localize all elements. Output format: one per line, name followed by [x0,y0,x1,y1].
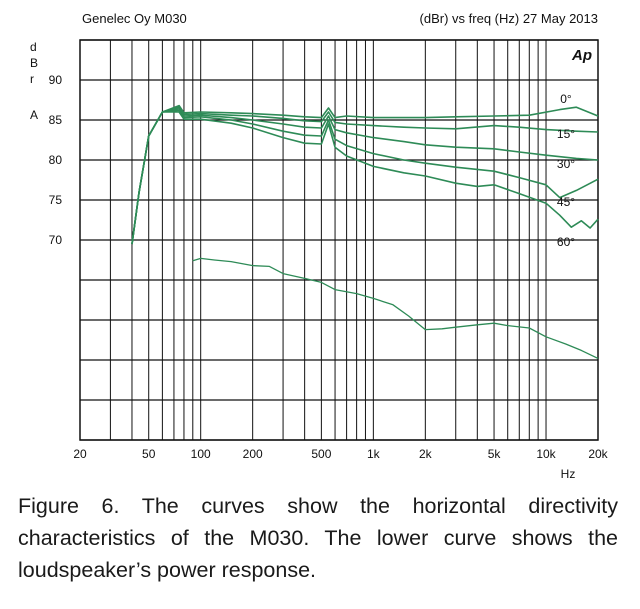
y-unit-letter-r: r [30,72,34,86]
directivity-chart: 90 85 80 75 70 20 50 100 200 500 1k 2k 5k 10k 20k Hz Ap 0… [49,39,609,480]
series-label: 45° [557,195,575,209]
series-label: 0° [560,92,572,106]
y-unit-letter-d: d [30,40,37,54]
x-tick-label: 10k [536,447,556,461]
y-unit-letter-b: B [30,56,39,70]
x-tick-label: 5k [488,447,502,461]
x-tick-label: 100 [191,447,211,461]
x-tick-label: 200 [243,447,263,461]
y-tick-label: 75 [49,193,63,207]
y-tick-label: 90 [49,73,63,87]
series-line-15deg [131,106,599,245]
series-label: 60° [557,235,575,249]
chart-subtitle: (dBr) vs freq (Hz) 27 May 2013 [419,11,598,26]
x-axis-label: Hz [561,467,576,480]
x-tick-label: 20 [73,447,87,461]
plot-frame [79,39,599,441]
series-line-0deg [131,104,599,245]
x-tick-label: 500 [311,447,331,461]
series-label: 30° [557,157,575,171]
x-tick-label: 20k [588,447,608,461]
series-label: 15° [557,127,575,141]
ap-logo: Ap [571,47,592,64]
x-tick-label: 1k [367,447,381,461]
x-tick-label: 50 [142,447,156,461]
figure-caption: Figure 6. The curves show the horizontal… [18,494,618,582]
y-tick-label: 85 [49,113,63,127]
y-unit-letter-a: A [30,108,39,122]
series-line-30deg [131,108,599,245]
y-tick-label: 70 [49,233,63,247]
series-line-45deg [131,109,599,245]
x-tick-label: 2k [419,447,433,461]
series-line-60deg [131,111,599,245]
y-tick-label: 80 [49,153,63,167]
series-line-power-response [192,257,599,359]
chart-title: Genelec Oy M030 [82,11,187,26]
